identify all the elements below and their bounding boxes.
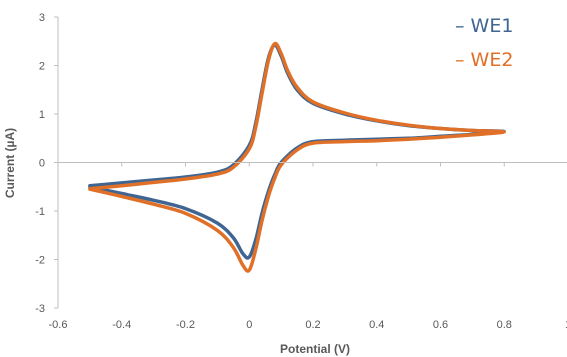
y-tick-label: -1 [35,206,45,218]
y-tick-label: 2 [39,61,45,73]
x-tick-label: 0 [246,319,252,331]
x-tick-label: 0.6 [433,319,448,331]
y-tick-label: -2 [35,255,45,267]
y-tick-label: 1 [39,109,45,121]
x-tick-label: -0.2 [176,319,195,331]
x-tick-label: 0.4 [369,319,384,331]
y-axis-title: Current (µA) [3,128,17,198]
legend-label-we1: WE1 [471,15,514,37]
legend-swatch-we2: – [455,49,471,71]
plot-area [88,41,506,273]
x-axis-title: Potential (V) [280,342,350,356]
x-tick-labels: -0.6 -0.4 -0.2 0 0.2 0.4 0.6 0.8 1 [49,319,567,331]
x-tick-label: -0.6 [49,319,68,331]
x-tick-label: 0.2 [305,319,320,331]
y-tick-labels: -3 -2 -1 0 1 2 3 [35,12,45,315]
x-tick-label: 0.8 [497,319,512,331]
series-line-we2 [88,41,506,273]
y-tick-label: 0 [39,158,45,170]
y-tick-label: 3 [39,12,45,24]
legend-label-we2: WE2 [471,49,514,71]
axes [54,16,567,309]
legend-item-we1: – WE1 [455,15,513,37]
legend-item-we2: – WE2 [455,49,513,71]
x-tick-label: -0.4 [112,319,131,331]
legend-swatch-we1: – [455,15,471,37]
x-tick-label: 1 [565,319,567,331]
legend: – WE1 – WE2 [455,15,513,71]
y-tick-label: -3 [35,303,45,315]
